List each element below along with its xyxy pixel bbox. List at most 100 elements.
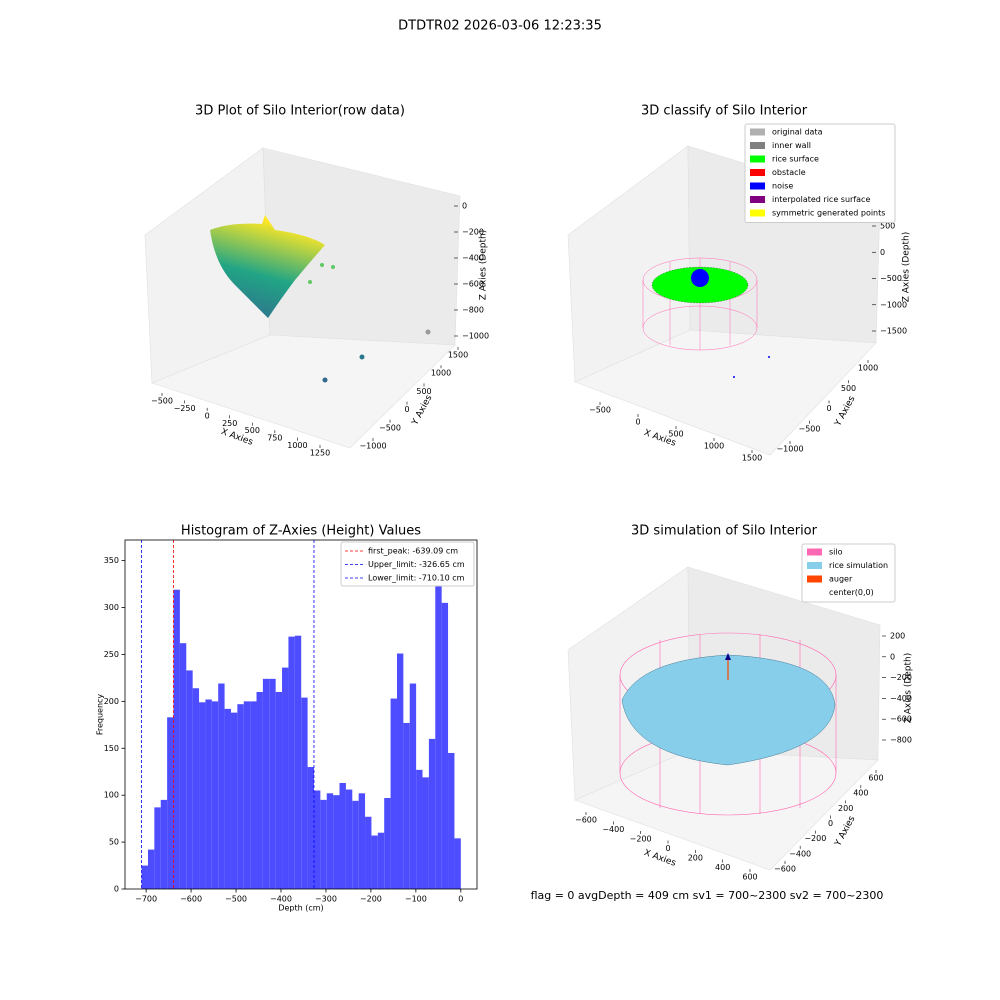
x-tick-label: 0 [635,418,640,427]
bar [141,865,148,889]
legend-label: Upper_limit: -326.65 cm [368,560,465,569]
x-tick-label: 0 [665,844,670,853]
x-tick-label: 1250 [310,449,330,458]
bar [282,667,289,889]
bar [147,849,155,889]
z-tick-label: −400 [462,254,484,263]
bar [333,795,340,889]
legend-label: center(0,0) [829,588,874,597]
legend-label: interpolated rice surface [772,195,870,204]
bar [371,835,378,889]
bar [352,800,359,889]
y-tick-label: −1000 [359,442,386,451]
y-tick-label: 500 [841,384,856,393]
bar [199,702,206,889]
x-tick-label: 200 [688,854,703,863]
x-tick-label: −200 [630,835,652,844]
legend-label: noise [772,182,793,191]
z-tick-label: −600 [890,715,912,724]
bar [441,602,449,889]
bar [454,838,461,889]
y-tick-label: −600 [774,865,796,874]
bar [416,769,423,889]
y-tick-label: 0 [114,885,119,894]
bar [358,793,366,889]
bar [448,752,455,889]
legend-label: rice surface [772,155,819,164]
chart-title: 3D simulation of Silo Interior [631,524,818,539]
legend-swatch [750,142,765,149]
y-tick-label: −500 [799,424,821,433]
bar [435,556,442,889]
legend-label: silo [829,548,843,557]
x-tick-label: 250 [222,419,237,428]
y-tick-label: 100 [104,791,119,800]
bar [390,698,397,889]
y-tick-label: 1000 [431,369,451,378]
classify-cloud [642,257,770,378]
bar [288,636,295,889]
z-tick-label: −1000 [880,300,907,309]
bar [218,683,225,889]
z-tick-label: 0 [462,202,467,211]
z-tick-label: 200 [890,632,905,641]
bar [269,678,276,889]
simulation-surface [619,632,837,816]
bar [173,589,180,889]
z-tick-label: 0 [890,652,895,661]
z-axis-label: Z Axies (Depth) [904,653,914,724]
bar [230,712,238,889]
bar [339,782,346,889]
z-tick-label: −500 [880,274,902,283]
z-tick-label: −1500 [880,327,907,336]
z-tick-label: 500 [880,222,895,231]
scatter-cloud [210,215,431,383]
plot-frame [124,539,478,890]
y-tick-label: 500 [416,387,431,396]
y-axis-label: Frequency [96,694,105,736]
y-tick-label: −200 [804,834,826,843]
y-tick-label: −500 [379,423,401,432]
x-tick-label: 400 [715,863,730,872]
bar [179,643,187,889]
legend-swatch [750,155,765,163]
bar [224,708,231,889]
x-tick-label: 1000 [287,441,307,450]
legend-label: first_peak: -639.09 cm [368,547,458,556]
x-tick-label: −300 [315,895,337,904]
bar [409,683,417,889]
bar [365,816,372,889]
legend-box [340,541,475,587]
legend-swatch [807,562,822,569]
bar [384,797,391,889]
z-tick-label: −200 [890,673,912,682]
z-axis-label: Z Axies (Depth) [902,232,912,303]
suptitle: DTDTR02 2026-03-06 12:23:35 [398,19,602,34]
bar [275,691,283,889]
bar [403,722,410,889]
y-tick-label: 0 [826,404,831,413]
bar [211,701,219,889]
bar [205,699,212,889]
legend-box [801,543,896,603]
bar [320,799,327,889]
bar [301,697,308,889]
bar [237,704,244,889]
y-tick-label: 150 [104,744,119,753]
bar [256,691,263,889]
x-tick-label: 500 [245,426,260,435]
bar [307,767,314,889]
x-tick-label: −100 [405,895,427,904]
x-tick-label: −500 [589,406,611,415]
legend-swatch [750,209,765,217]
legend-swatch [750,182,765,190]
chart-title: 3D classify of Silo Interior [641,104,808,119]
z-tick-label: −400 [890,694,912,703]
legend-label: rice simulation [829,561,888,570]
bar [250,701,257,889]
legend-swatch [807,548,822,556]
z-tick-label: −800 [462,306,484,315]
bar [243,701,251,889]
legend-swatch [807,575,822,583]
